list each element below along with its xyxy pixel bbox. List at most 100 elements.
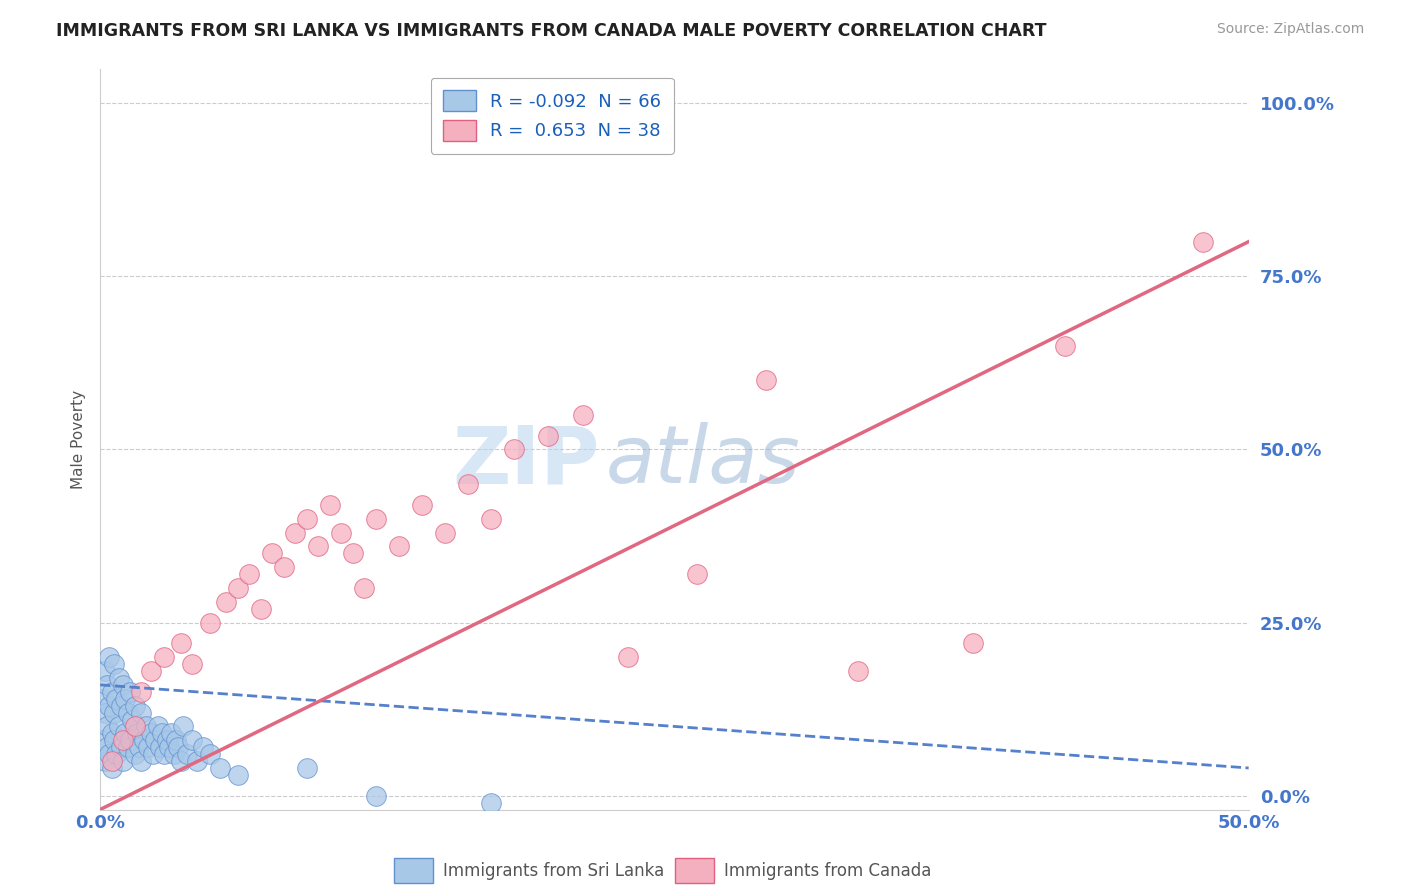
Point	[156, 733, 179, 747]
Point	[172, 719, 194, 733]
Point	[153, 747, 176, 761]
Point	[100, 761, 122, 775]
Point	[132, 733, 155, 747]
Point	[200, 747, 222, 761]
Point	[110, 740, 132, 755]
Point	[138, 740, 160, 755]
Point	[100, 685, 122, 699]
Point	[238, 567, 260, 582]
Legend: R = -0.092  N = 66, R =  0.653  N = 38: R = -0.092 N = 66, R = 0.653 N = 38	[430, 78, 673, 153]
Point	[457, 477, 479, 491]
Point	[200, 615, 222, 630]
Point	[117, 706, 139, 720]
Point	[330, 525, 353, 540]
Point	[105, 691, 128, 706]
Point	[1191, 235, 1213, 249]
Point	[571, 408, 593, 422]
Point	[686, 567, 709, 582]
Point	[118, 685, 141, 699]
Point	[139, 726, 162, 740]
Point	[107, 719, 129, 733]
Point	[169, 754, 191, 768]
Point	[165, 733, 187, 747]
Point	[479, 511, 502, 525]
Point	[143, 733, 166, 747]
Point	[208, 761, 231, 775]
Point	[250, 601, 273, 615]
Text: atlas: atlas	[606, 422, 800, 500]
Point	[131, 754, 153, 768]
Point	[181, 733, 204, 747]
Point	[167, 740, 190, 755]
Point	[110, 698, 132, 713]
Point	[135, 719, 157, 733]
Point	[98, 747, 121, 761]
Text: Source: ZipAtlas.com: Source: ZipAtlas.com	[1216, 22, 1364, 37]
Point	[479, 796, 502, 810]
Point	[284, 525, 307, 540]
Point	[103, 657, 125, 672]
Point	[215, 595, 238, 609]
Point	[107, 671, 129, 685]
Point	[124, 747, 146, 761]
Point	[96, 740, 118, 755]
Point	[93, 754, 115, 768]
Point	[91, 691, 114, 706]
Point	[125, 726, 148, 740]
Point	[186, 754, 208, 768]
Point	[128, 740, 150, 755]
Text: Immigrants from Sri Lanka: Immigrants from Sri Lanka	[443, 862, 664, 880]
Point	[364, 511, 387, 525]
Point	[411, 498, 433, 512]
Point	[150, 726, 173, 740]
Point	[364, 789, 387, 803]
Point	[319, 498, 342, 512]
Point	[105, 747, 128, 761]
Point	[142, 747, 165, 761]
Point	[846, 664, 869, 678]
Point	[149, 740, 172, 755]
Point	[100, 754, 122, 768]
Point	[226, 581, 249, 595]
Point	[176, 747, 198, 761]
Point	[295, 511, 318, 525]
Point	[181, 657, 204, 672]
Point	[146, 719, 169, 733]
Point	[117, 740, 139, 755]
Point	[307, 540, 329, 554]
Point	[153, 650, 176, 665]
Point	[193, 740, 215, 755]
Point	[112, 678, 135, 692]
Point	[91, 733, 114, 747]
Point	[353, 581, 375, 595]
Y-axis label: Male Poverty: Male Poverty	[72, 390, 86, 489]
Point	[433, 525, 456, 540]
Point	[112, 733, 135, 747]
Point	[157, 740, 180, 755]
Text: Immigrants from Canada: Immigrants from Canada	[724, 862, 931, 880]
Point	[295, 761, 318, 775]
Point	[169, 636, 191, 650]
Point	[114, 726, 136, 740]
Point	[162, 747, 184, 761]
Point	[131, 706, 153, 720]
Point	[93, 706, 115, 720]
Point	[131, 685, 153, 699]
Point	[98, 650, 121, 665]
Point	[124, 719, 146, 733]
Point	[103, 733, 125, 747]
Point	[273, 560, 295, 574]
Point	[755, 373, 778, 387]
Point	[114, 691, 136, 706]
Point	[160, 726, 183, 740]
Point	[962, 636, 984, 650]
Point	[96, 719, 118, 733]
Point	[262, 546, 284, 560]
Text: IMMIGRANTS FROM SRI LANKA VS IMMIGRANTS FROM CANADA MALE POVERTY CORRELATION CHA: IMMIGRANTS FROM SRI LANKA VS IMMIGRANTS …	[56, 22, 1046, 40]
Point	[1053, 338, 1076, 352]
Text: ZIP: ZIP	[453, 422, 600, 500]
Point	[537, 428, 560, 442]
Point	[124, 698, 146, 713]
Point	[112, 754, 135, 768]
Point	[226, 768, 249, 782]
